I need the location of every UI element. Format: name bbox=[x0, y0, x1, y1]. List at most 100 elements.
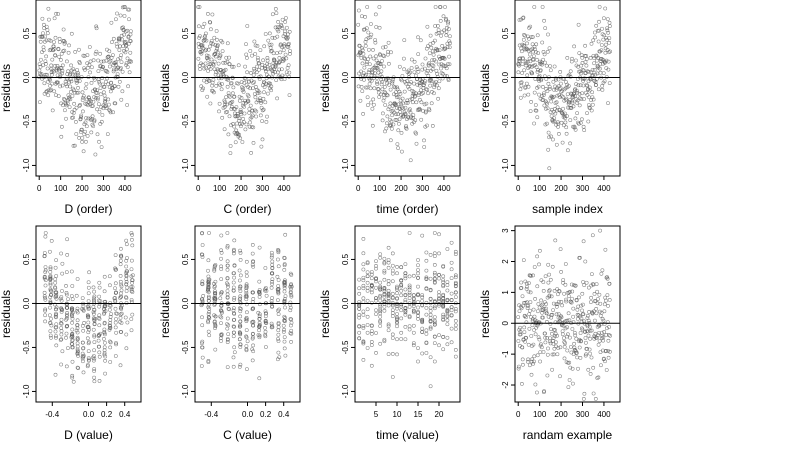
scatter-point bbox=[215, 46, 219, 51]
scatter-point bbox=[416, 314, 420, 318]
scatter-point bbox=[445, 314, 450, 319]
scatter-point bbox=[52, 89, 57, 94]
scatter-point bbox=[437, 343, 441, 348]
scatter-point bbox=[113, 84, 117, 89]
scatter-point bbox=[237, 118, 241, 123]
scatter-point bbox=[80, 307, 84, 311]
point-cloud bbox=[516, 228, 612, 401]
scatter-point bbox=[420, 295, 425, 300]
scatter-point bbox=[74, 293, 79, 298]
y-tick-label: -1.0 bbox=[181, 158, 190, 172]
scatter-point bbox=[65, 237, 69, 242]
scatter-point bbox=[436, 96, 440, 101]
scatter-point bbox=[267, 62, 272, 67]
x-tick-label: 200 bbox=[554, 184, 568, 193]
scatter-point bbox=[399, 293, 404, 298]
scatter-point bbox=[524, 315, 528, 320]
scatter-point bbox=[437, 48, 442, 52]
scatter-point bbox=[576, 366, 580, 371]
scatter-point bbox=[453, 319, 458, 323]
scatter-point bbox=[536, 51, 540, 55]
scatter-point bbox=[519, 286, 524, 290]
y-axis-label: residuals bbox=[318, 290, 332, 338]
scatter-point bbox=[90, 114, 95, 119]
scatter-point bbox=[606, 355, 611, 360]
scatter-point bbox=[548, 322, 553, 326]
scatter-point bbox=[257, 325, 261, 329]
scatter-point bbox=[585, 83, 590, 88]
scatter-point bbox=[68, 84, 72, 89]
scatter-point bbox=[581, 302, 585, 307]
scatter-point bbox=[72, 107, 77, 112]
scatter-point bbox=[548, 277, 553, 282]
scatter-point bbox=[120, 37, 124, 42]
scatter-point bbox=[581, 312, 586, 316]
scatter-point bbox=[536, 335, 541, 340]
scatter-point bbox=[546, 130, 551, 135]
scatter-point bbox=[203, 48, 208, 53]
scatter-point bbox=[382, 294, 387, 299]
scatter-point bbox=[591, 391, 596, 396]
scatter-point bbox=[197, 24, 201, 29]
scatter-point bbox=[269, 88, 273, 93]
scatter-point bbox=[411, 273, 416, 278]
scatter-point bbox=[48, 321, 53, 325]
scatter-point bbox=[361, 278, 366, 283]
scatter-point bbox=[114, 17, 118, 22]
scatter-point bbox=[90, 65, 94, 70]
scatter-point bbox=[375, 82, 380, 86]
scatter-point bbox=[547, 166, 552, 171]
scatter-point bbox=[252, 39, 257, 44]
scatter-point bbox=[591, 97, 596, 102]
scatter-point bbox=[525, 284, 529, 289]
scatter-point bbox=[416, 359, 420, 364]
scatter-point bbox=[395, 271, 399, 276]
scatter-point bbox=[38, 100, 42, 104]
scatter-point bbox=[245, 339, 250, 344]
scatter-point bbox=[536, 309, 540, 314]
scatter-point bbox=[571, 306, 576, 311]
scatter-point bbox=[87, 340, 91, 344]
scatter-point bbox=[535, 254, 539, 259]
scatter-point bbox=[432, 334, 437, 339]
scatter-point bbox=[75, 318, 80, 323]
scatter-point bbox=[449, 308, 454, 313]
scatter-point bbox=[52, 47, 57, 51]
scatter-point bbox=[557, 289, 561, 293]
scatter-point bbox=[234, 105, 239, 109]
scatter-point bbox=[381, 111, 385, 116]
scatter-point bbox=[402, 56, 406, 61]
scatter-point bbox=[119, 66, 123, 70]
scatter-point bbox=[554, 304, 559, 309]
scatter-point bbox=[542, 389, 546, 393]
y-tick-label: -1.0 bbox=[22, 384, 31, 398]
scatter-point bbox=[365, 260, 370, 265]
scatter-point bbox=[126, 7, 130, 12]
scatter-point bbox=[247, 107, 252, 111]
scatter-point bbox=[521, 362, 525, 367]
scatter-point bbox=[603, 50, 608, 55]
scatter-point bbox=[238, 345, 243, 349]
scatter-point bbox=[268, 66, 273, 71]
scatter-point bbox=[538, 248, 542, 253]
point-cloud bbox=[356, 5, 452, 163]
scatter-point bbox=[253, 95, 258, 100]
scatter-point bbox=[373, 63, 378, 68]
scatter-point bbox=[608, 349, 612, 354]
scatter-point bbox=[441, 284, 446, 289]
y-tick-label: 0.0 bbox=[341, 71, 350, 83]
scatter-point bbox=[83, 86, 88, 91]
scatter-point bbox=[532, 314, 537, 319]
scatter-point bbox=[403, 310, 408, 315]
scatter-point bbox=[411, 341, 416, 345]
scatter-point bbox=[581, 124, 586, 129]
x-axis-label: sample index bbox=[532, 202, 603, 216]
scatter-point bbox=[97, 313, 102, 318]
scatter-point bbox=[369, 284, 374, 288]
scatter-point bbox=[411, 100, 415, 105]
scatter-point bbox=[593, 35, 597, 40]
scatter-point bbox=[421, 91, 425, 95]
scatter-point bbox=[568, 365, 573, 370]
plot-frame bbox=[514, 225, 621, 403]
